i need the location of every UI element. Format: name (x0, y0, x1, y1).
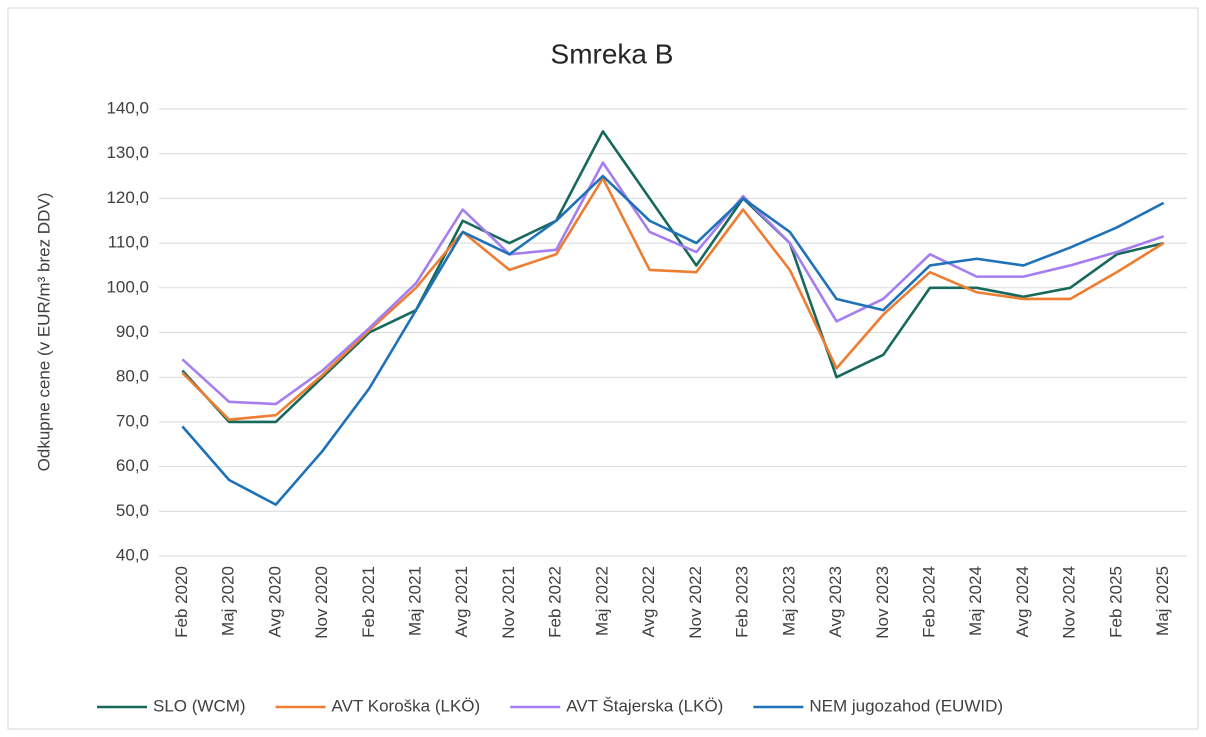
x-tick-label: Feb 2023 (733, 566, 752, 638)
x-tick-label: Feb 2024 (919, 566, 938, 638)
x-tick-label: Nov 2021 (499, 566, 518, 639)
y-tick-label: 110,0 (108, 233, 149, 252)
x-tick-label: Maj 2024 (966, 566, 985, 636)
x-tick-label: Feb 2022 (546, 566, 565, 638)
x-tick-label: Nov 2020 (312, 566, 331, 639)
legend-label: NEM jugozahod (EUWID) (809, 696, 1003, 715)
x-tick-label: Maj 2025 (1153, 566, 1172, 636)
y-tick-label: 130,0 (106, 143, 149, 162)
y-tick-label: 60,0 (116, 456, 149, 475)
x-tick-label: Maj 2020 (219, 566, 238, 636)
chart-border (7, 7, 1199, 730)
x-tick-label: Nov 2023 (873, 566, 892, 639)
series-line (181, 174, 1165, 506)
legend-label: AVT Štajerska (LKÖ) (566, 696, 723, 715)
y-tick-label: 120,0 (106, 188, 149, 207)
y-axis-label: Odkupne cene (v EUR/m³ brez DDV) (34, 193, 53, 472)
legend-label: AVT Koroška (LKÖ) (332, 696, 481, 715)
series-line (181, 176, 1165, 421)
x-tick-label: Nov 2024 (1060, 566, 1079, 639)
y-tick-label: 140,0 (106, 98, 149, 117)
y-tick-label: 90,0 (116, 322, 149, 341)
legend-label: SLO (WCM) (153, 696, 246, 715)
y-tick-label: 70,0 (116, 411, 149, 430)
x-tick-label: Avg 2024 (1013, 566, 1032, 638)
y-tick-label: 100,0 (106, 277, 149, 296)
x-tick-label: Feb 2025 (1106, 566, 1125, 638)
x-tick-label: Maj 2021 (405, 566, 424, 636)
series-line (181, 161, 1165, 406)
x-tick-label: Maj 2022 (592, 566, 611, 636)
x-tick-label: Avg 2020 (265, 566, 284, 638)
x-tick-label: Nov 2022 (686, 566, 705, 639)
x-tick-label: Feb 2020 (172, 566, 191, 638)
chart-title: Smreka B (551, 38, 674, 69)
x-tick-label: Feb 2021 (359, 566, 378, 638)
y-tick-label: 80,0 (116, 367, 149, 386)
x-tick-label: Avg 2021 (452, 566, 471, 638)
x-tick-label: Avg 2023 (826, 566, 845, 638)
x-tick-label: Avg 2022 (639, 566, 658, 638)
x-tick-label: Maj 2023 (779, 566, 798, 636)
y-tick-label: 50,0 (116, 501, 149, 520)
y-tick-label: 40,0 (116, 545, 149, 564)
